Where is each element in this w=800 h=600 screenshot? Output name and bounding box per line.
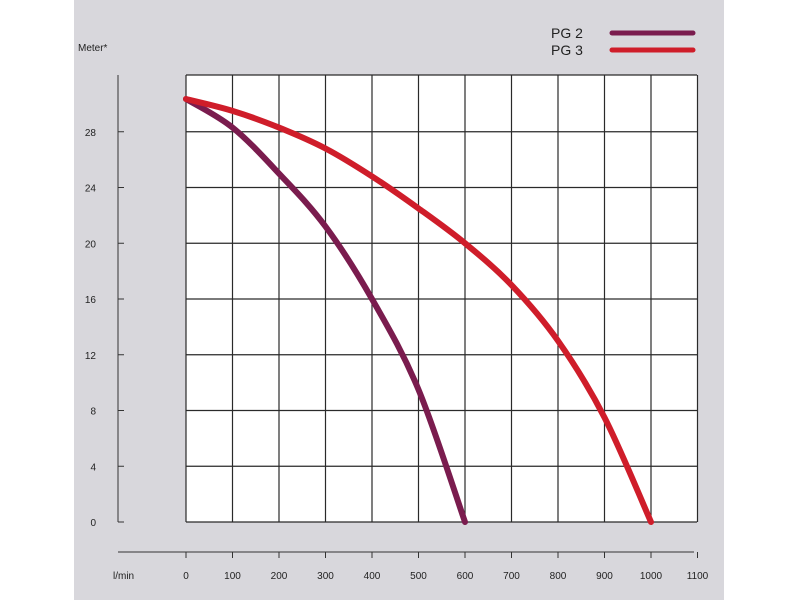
x-tick-label: 300: [317, 571, 334, 582]
x-tick-label: 900: [596, 571, 613, 582]
series-line-pg3: [183, 96, 654, 525]
x-tick-label: 100: [224, 571, 241, 582]
x-tick-label: 400: [364, 571, 381, 582]
legend: PG 2 PG 3: [551, 25, 696, 58]
y-tick-label: 12: [85, 351, 97, 362]
x-axis-label: l/min: [113, 571, 134, 582]
y-tick-label: 20: [85, 239, 97, 250]
x-tick-label: 1000: [640, 571, 663, 582]
series: [183, 96, 654, 525]
x-tick-label: 800: [550, 571, 567, 582]
x-tick-label: 200: [271, 571, 288, 582]
x-tick-label: 700: [503, 571, 520, 582]
legend-label-pg2: PG 2: [551, 25, 583, 41]
x-tick-label: 500: [410, 571, 427, 582]
x-tick-label: 0: [183, 571, 189, 582]
y-axis-label: Meter*: [78, 43, 108, 54]
ticks: 0 4 8 12 16 20 24 28 0 100 200 300 400 500 600 700 800 90…: [85, 128, 709, 582]
y-tick-label: 4: [90, 462, 96, 473]
y-tick-label: 24: [85, 184, 97, 195]
y-tick-label: 16: [85, 295, 97, 306]
grid: [185, 74, 699, 523]
x-tick-label: 1100: [687, 571, 709, 582]
y-tick-label: 0: [90, 518, 96, 529]
legend-label-pg3: PG 3: [551, 42, 583, 58]
x-tick-label: 600: [457, 571, 474, 582]
y-tick-label: 8: [90, 407, 96, 418]
series-line-pg2: [183, 96, 468, 525]
y-tick-label: 28: [85, 128, 97, 139]
